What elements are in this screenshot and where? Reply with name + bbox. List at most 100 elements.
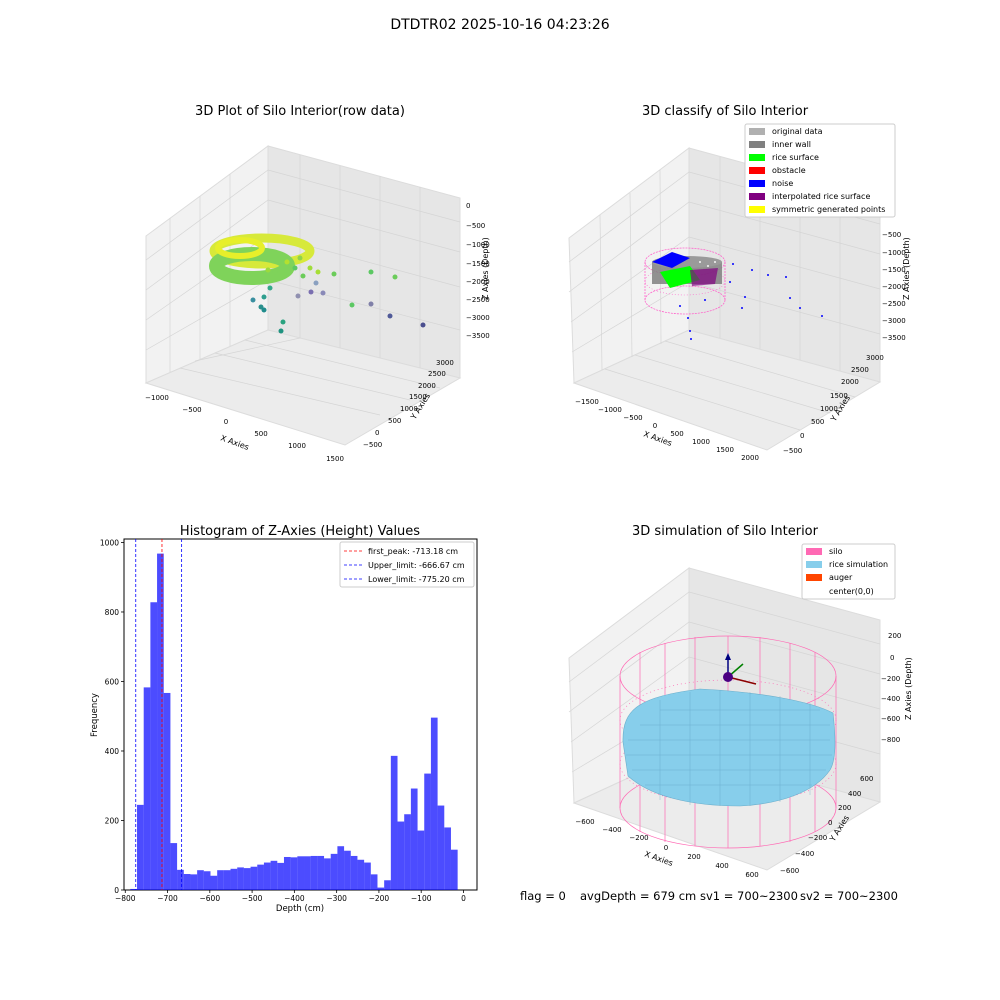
raw-ytick: −500	[363, 441, 382, 449]
histogram-bar	[350, 855, 358, 890]
histogram-threshold-lines	[135, 539, 183, 890]
histogram-bar	[203, 871, 211, 890]
simulation-ytick: −600	[780, 867, 799, 875]
classify-ytick: 3000	[866, 354, 884, 362]
simulation-xtick: 0	[664, 844, 668, 852]
classify-xtick: 500	[670, 430, 683, 438]
histogram-bar	[344, 850, 351, 890]
x-tick-label: −400	[284, 894, 305, 903]
y-tick-label: 400	[105, 747, 120, 756]
histogram-xticks: −800 −700 −600 −500 −400 −300 −200 −100 0	[115, 890, 466, 903]
histogram-legend: first_peak: -713.18 cm Upper_limit: -666…	[339, 541, 475, 588]
raw-zlabel: Z Axies (Depth)	[481, 237, 490, 300]
simulation-xtick: 400	[715, 862, 728, 870]
legend-label: Lower_limit: -775.20 cm	[368, 575, 465, 584]
classify-3d-panel: −1500 −1000 −500 0 500 1000 1500 2000 −5…	[568, 123, 911, 462]
histogram-bar	[417, 830, 425, 890]
legend-swatch-obstacle	[749, 167, 765, 174]
raw-ytick: 0	[375, 429, 379, 437]
histogram-bar	[283, 856, 291, 890]
raw-ztick: −500	[466, 222, 485, 230]
classify-xtick: −1500	[575, 398, 599, 406]
legend-swatch-symmetric	[749, 206, 765, 213]
raw-ztick: −3000	[466, 314, 490, 322]
legend-label: inner wall	[772, 140, 811, 149]
classify-panel-title: 3D classify of Silo Interior	[641, 104, 809, 119]
simulation-ztick: −600	[881, 715, 900, 723]
histogram-bars	[130, 553, 458, 890]
y-tick-label: 1000	[100, 538, 119, 547]
simulation-3d-panel: −600 −400 −200 0 200 400 600 −600 −400 −…	[568, 543, 913, 879]
histogram-bar	[410, 788, 418, 890]
sv1-text: sv1 = 700~2300	[700, 889, 798, 903]
legend-label: interpolated rice surface	[772, 192, 870, 201]
legend-label: noise	[772, 179, 793, 188]
simulation-xlabel: X Axies	[643, 849, 674, 868]
raw-axis-ticks: −1000 −500 0 500 1000 1500 −500 0 500 10…	[145, 202, 490, 463]
raw-xtick: −1000	[145, 394, 169, 402]
histogram-bar	[290, 857, 298, 890]
raw-scatter-points	[250, 255, 426, 334]
raw-ztick: −1500	[466, 260, 490, 268]
simulation-ytick: 0	[828, 819, 832, 827]
classify-ztick: −3500	[882, 334, 906, 342]
histogram-bar	[324, 858, 331, 890]
classify-point-cloud	[644, 247, 823, 340]
histogram-bar	[377, 887, 385, 890]
simulation-ytick: −200	[808, 834, 827, 842]
histogram-bar	[257, 864, 264, 890]
histogram-ylabel: Frequency	[90, 693, 100, 737]
x-tick-label: −100	[411, 894, 432, 903]
histogram-bar	[137, 804, 144, 890]
histogram-bar	[277, 862, 284, 890]
simulation-ztick: −400	[881, 695, 900, 703]
histogram-bar	[444, 827, 451, 890]
histogram-bar	[130, 888, 138, 890]
histogram-bar	[183, 874, 191, 890]
rice-simulation-surface	[622, 688, 836, 807]
avg-depth-text: avgDepth = 679 cm	[580, 889, 697, 903]
legend-label: rice surface	[772, 153, 819, 162]
histogram-bar	[337, 846, 345, 890]
histogram-bar	[317, 855, 325, 890]
raw-xtick: 1500	[326, 455, 344, 463]
legend-swatch-interpolated	[749, 193, 765, 200]
histogram-bar	[230, 868, 238, 890]
histogram-bar	[384, 880, 391, 890]
legend-label: Upper_limit: -666.67 cm	[368, 561, 465, 570]
histogram-panel: −800 −700 −600 −500 −400 −300 −200 −100 0 0 200 40…	[90, 538, 478, 914]
histogram-title: Histogram of Z-Axies (Height) Values	[179, 524, 421, 539]
legend-swatch-inner-wall	[749, 141, 765, 148]
simulation-panel-title: 3D simulation of Silo Interior	[632, 524, 818, 539]
x-tick-label: −800	[115, 894, 136, 903]
classify-ytick: 1500	[830, 392, 848, 400]
legend-swatch-rice-surface	[749, 154, 765, 161]
histogram-bar	[157, 553, 164, 890]
x-tick-label: 0	[461, 894, 466, 903]
histogram-bar	[390, 755, 398, 890]
histogram-bar	[370, 874, 378, 890]
histogram-bar	[297, 856, 305, 890]
classify-ztick: −500	[882, 231, 901, 239]
histogram-xlabel: Depth (cm)	[276, 904, 324, 914]
classify-ztick: −2000	[882, 283, 906, 291]
histogram-bar	[250, 866, 258, 890]
histogram-bar	[163, 692, 171, 890]
raw-xtick: 1000	[288, 442, 306, 450]
simulation-ztick: 0	[890, 654, 894, 662]
raw-xlabel: X Axies	[219, 433, 250, 452]
simulation-zlabel: Z Axies (Depth)	[904, 657, 913, 720]
histogram-bar	[243, 868, 251, 890]
simulation-xtick: 600	[745, 871, 758, 879]
raw-xtick: 500	[254, 430, 267, 438]
legend-label: silo	[829, 547, 843, 556]
raw-ytick: 500	[388, 417, 401, 425]
classify-xtick: 0	[653, 422, 657, 430]
raw-ztick: −3500	[466, 332, 490, 340]
histogram-bar	[170, 843, 178, 890]
histogram-bar	[330, 853, 338, 890]
histogram-bar	[217, 870, 224, 890]
classify-xtick: −500	[623, 414, 642, 422]
classify-ytick: 1000	[820, 405, 838, 413]
